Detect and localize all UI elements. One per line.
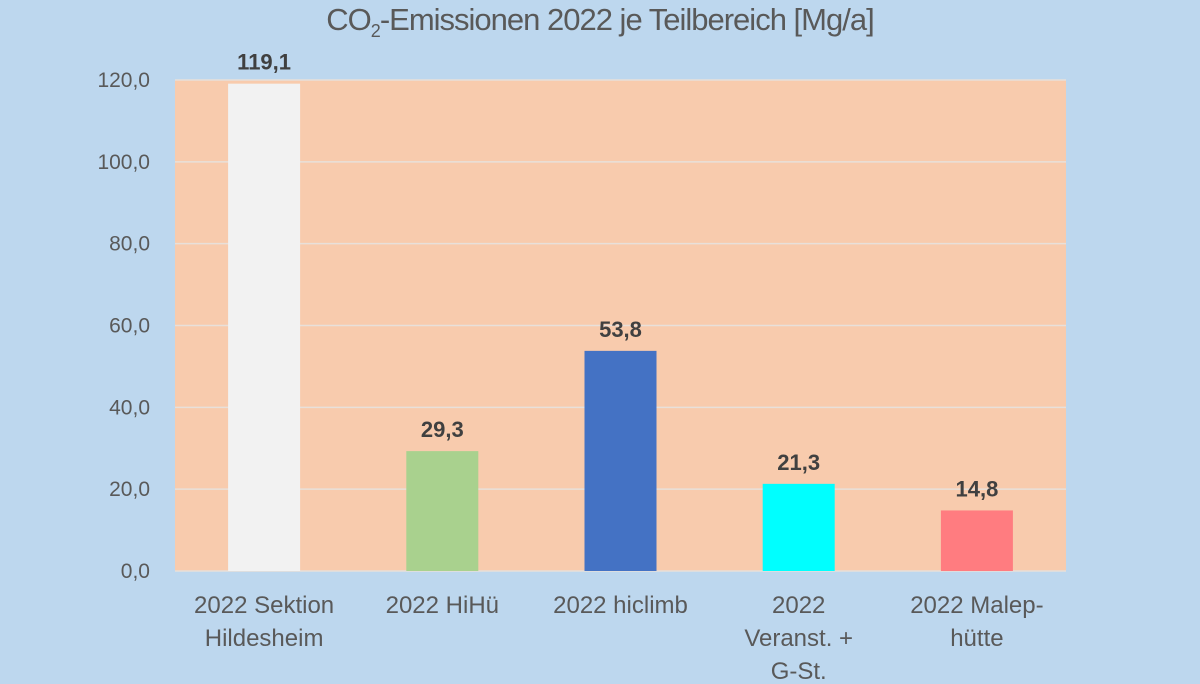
y-tick-label: 0,0 [121,560,150,583]
bar [406,451,479,571]
x-tick-label: 2022 hiclimb [553,592,688,619]
chart-title: CO2-Emissionen 2022 je Teilbereich [Mg/a… [0,2,1200,42]
data-label: 21,3 [777,450,820,475]
bar [584,350,657,571]
bar [762,483,835,571]
title-subscript: 2 [370,21,381,42]
data-label: 29,3 [421,417,464,442]
y-tick-label: 20,0 [109,478,150,501]
y-tick-label: 40,0 [109,396,150,419]
bar [940,510,1013,571]
x-tick-label: 2022 Veranst. + G-St. [744,592,853,684]
data-label: 119,1 [237,50,291,75]
y-tick-label: 100,0 [97,151,150,174]
y-tick-label: 120,0 [97,69,150,92]
title-prefix: CO [326,2,371,37]
x-tick-label: 2022 Malep-hütte [910,592,1043,652]
data-label: 14,8 [955,476,998,501]
y-tick-label: 80,0 [109,233,150,256]
y-tick-label: 60,0 [109,315,150,338]
x-tick-label: 2022 HiHü [386,592,499,619]
data-label: 53,8 [599,317,642,342]
bar [228,83,301,572]
title-rest: -Emissionen 2022 je Teilbereich [Mg/a] [379,2,875,37]
x-tick-label: 2022 Sektion Hildesheim [194,592,334,652]
